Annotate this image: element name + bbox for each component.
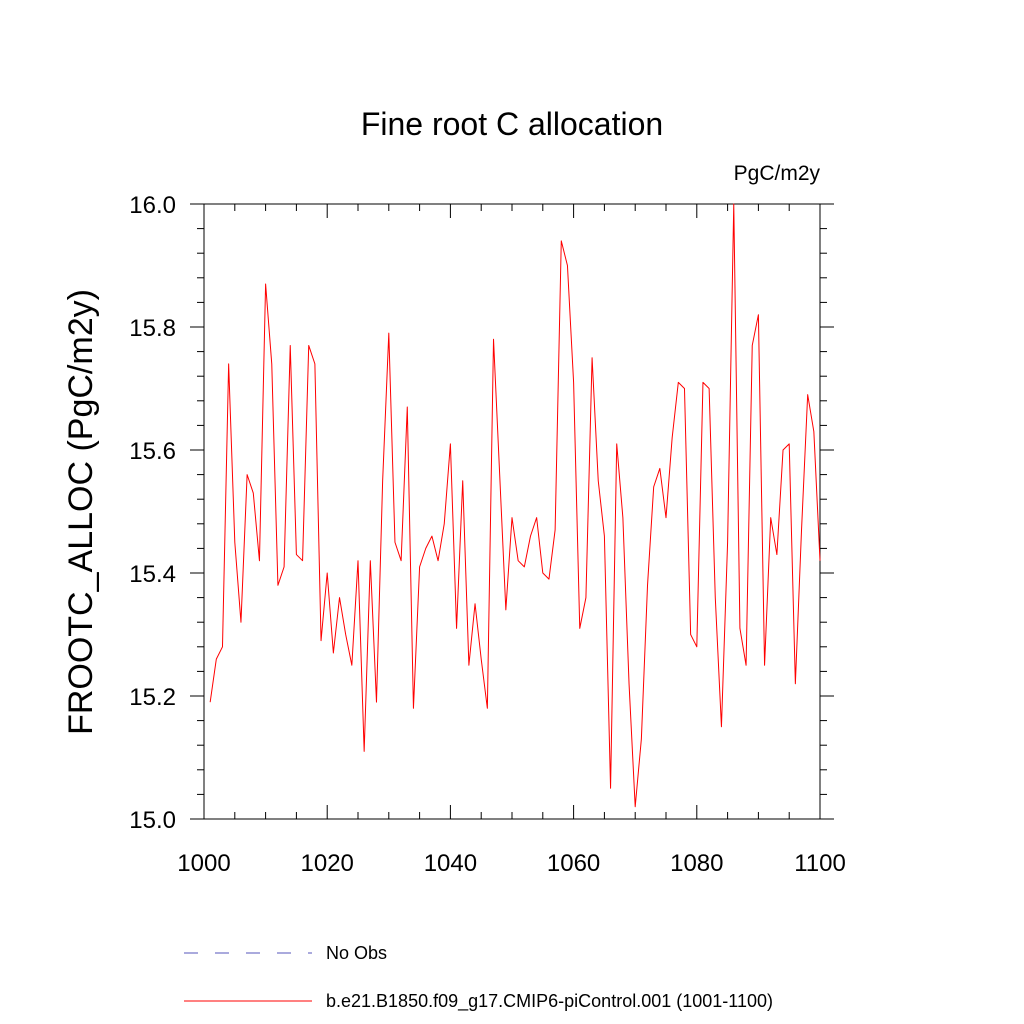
series-line: [209, 203, 821, 808]
x-tick-label: 1000: [177, 850, 230, 877]
x-tick-label: 1080: [670, 850, 723, 877]
ticks: 1000 1020 1040 1060 1080 1100 15.0 15.2 15.4 15.6…: [129, 192, 846, 877]
units-label: PgC/m2y: [734, 162, 821, 185]
legend-label: No Obs: [326, 943, 387, 963]
y-tick-label: 15.8: [129, 315, 176, 342]
x-tick-label: 1020: [301, 850, 354, 877]
legend: No Obs b.e21.B1850.f09_g17.CMIP6-piContro…: [184, 943, 773, 1012]
y-axis-label: FROOTC_ALLOC (PgC/m2y): [62, 289, 100, 735]
y-tick-label: 15.2: [129, 684, 176, 711]
series-layer: [209, 203, 821, 808]
x-tick-label: 1040: [424, 850, 477, 877]
y-tick-label: 16.0: [129, 192, 176, 219]
y-tick-label: 15.4: [129, 561, 176, 588]
y-tick-label: 15.6: [129, 438, 176, 465]
legend-label: b.e21.B1850.f09_g17.CMIP6-piControl.001 …: [326, 991, 773, 1012]
axes: [203, 203, 821, 820]
plot-frame: [203, 203, 821, 820]
chart-title: Fine root C allocation: [361, 106, 663, 142]
y-tick-label: 15.0: [129, 807, 176, 834]
x-tick-label: 1060: [547, 850, 600, 877]
x-tick-label: 1100: [794, 850, 846, 877]
